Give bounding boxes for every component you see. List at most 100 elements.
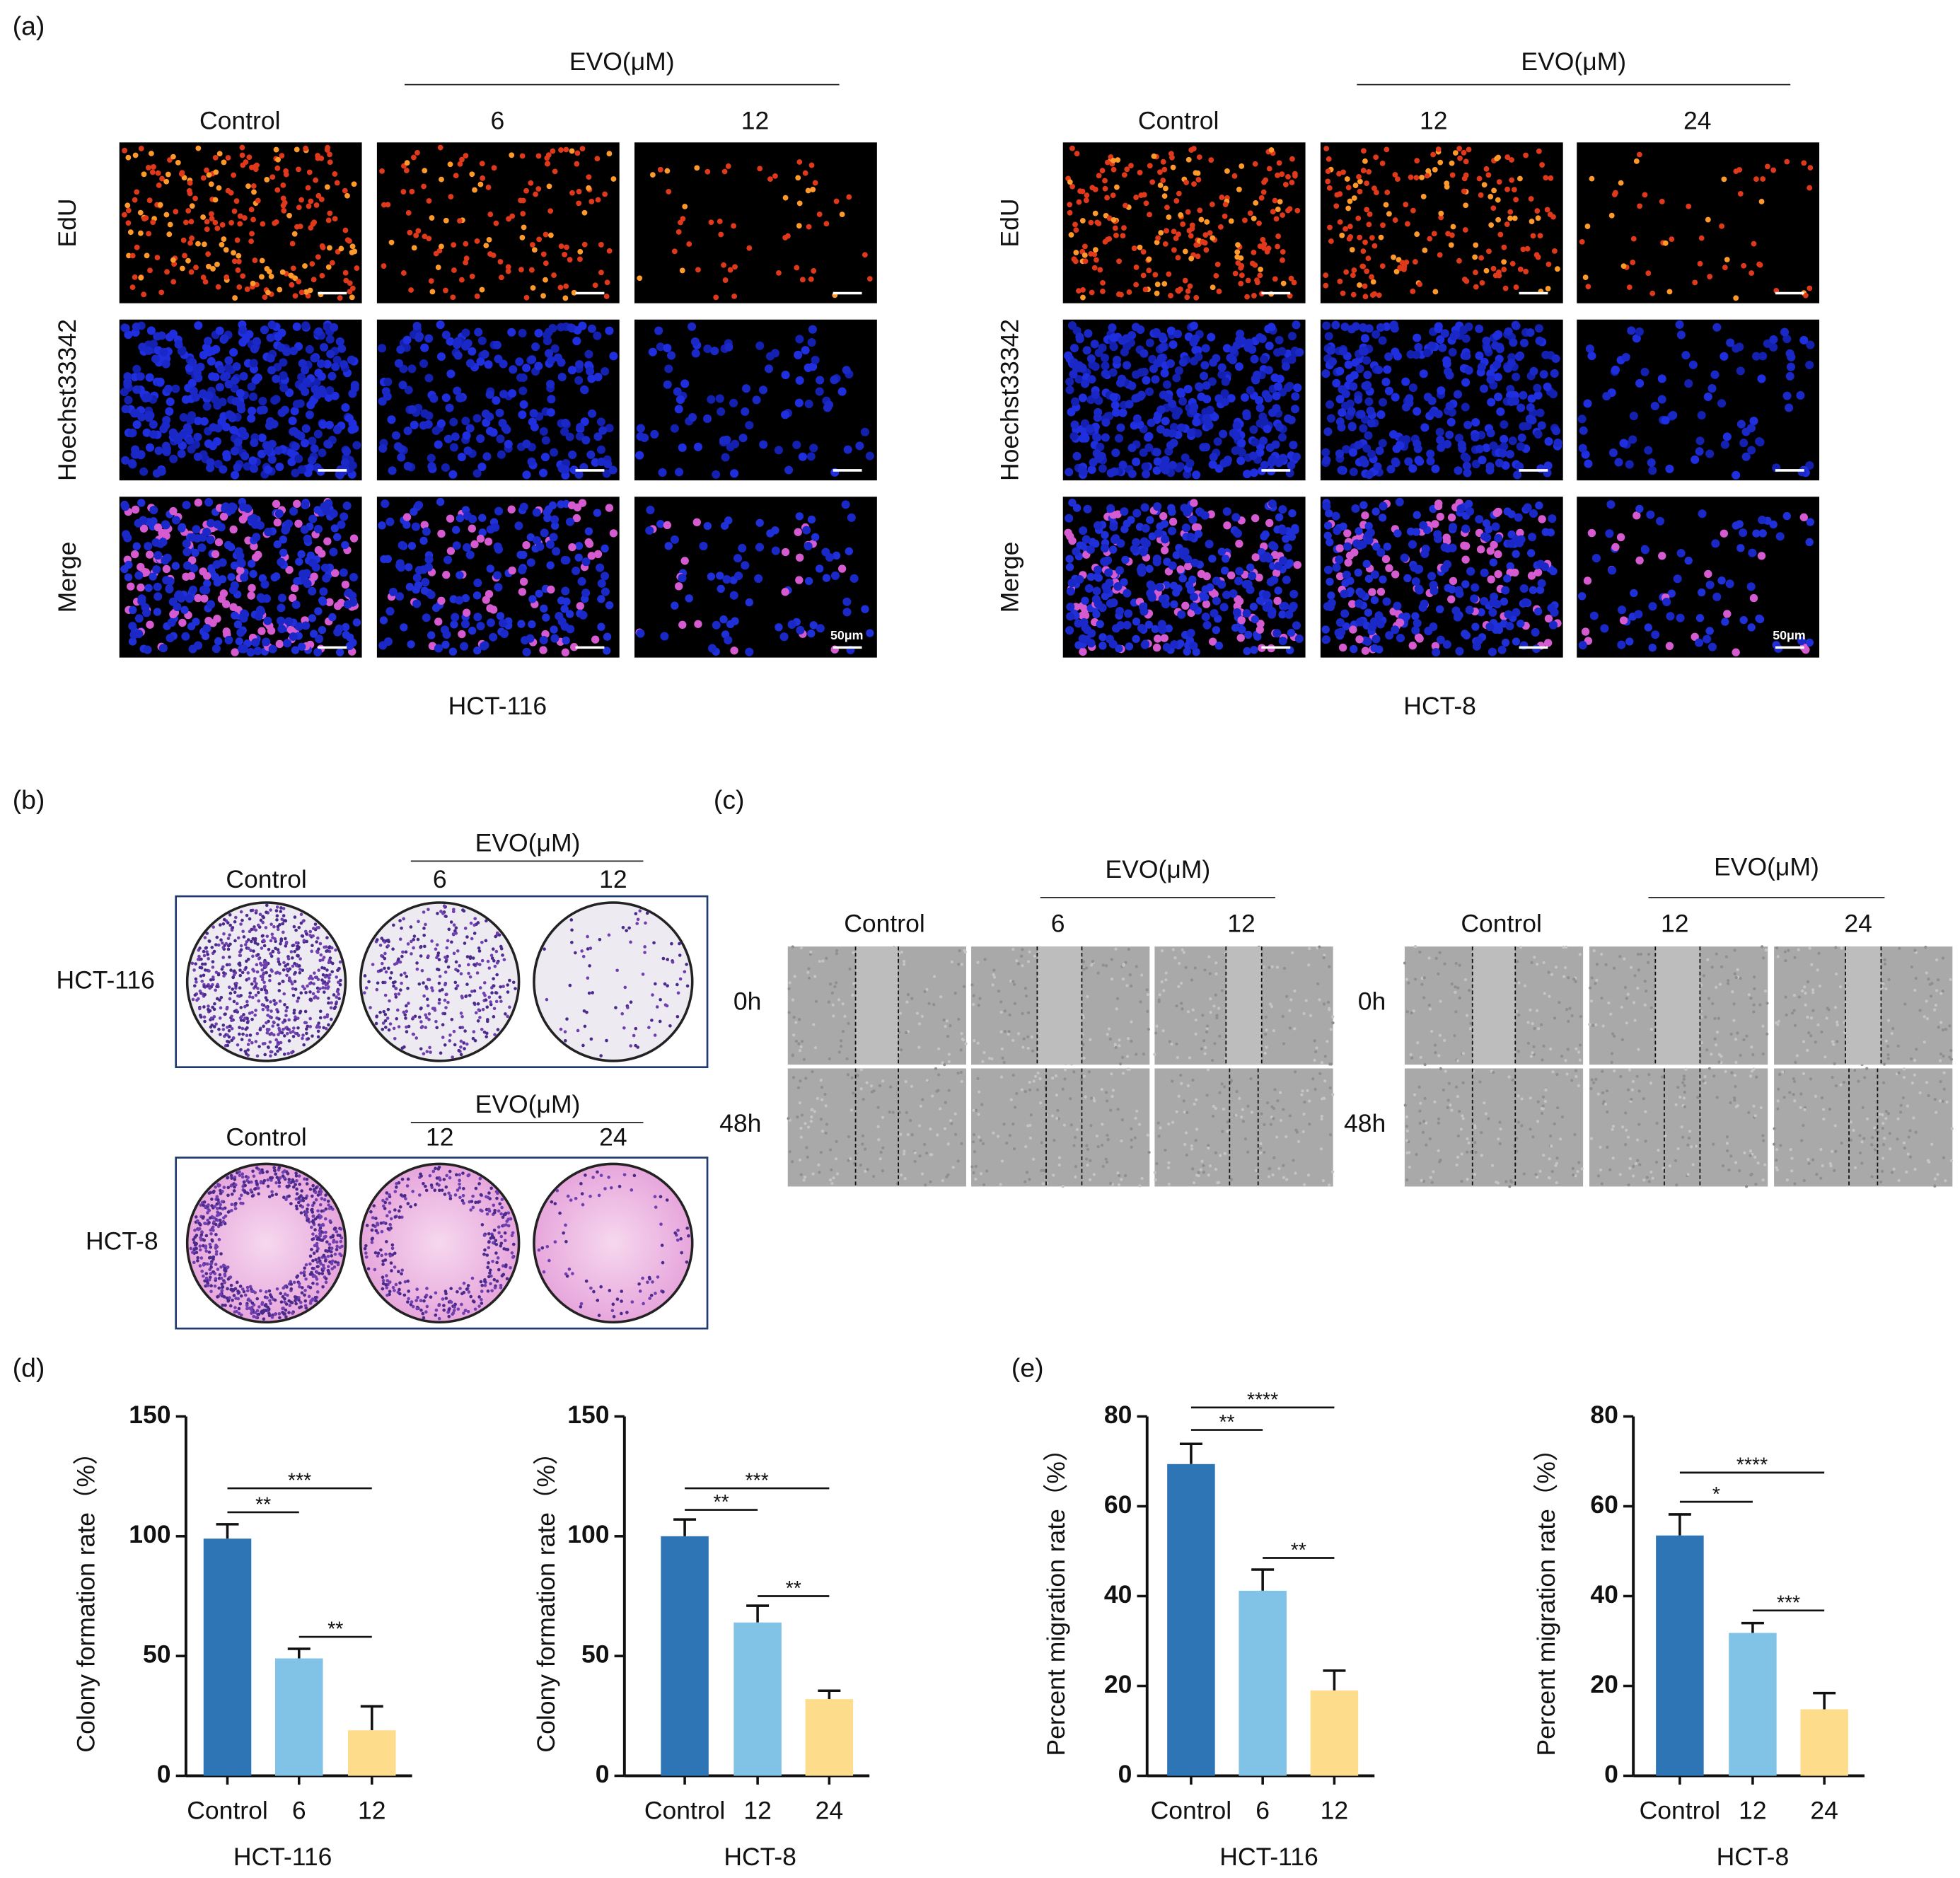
cell-dot xyxy=(132,542,141,550)
cell-dot xyxy=(1360,248,1367,255)
colony xyxy=(255,1054,260,1058)
cell-dot xyxy=(1473,269,1478,276)
colony xyxy=(275,914,279,918)
cell-dot xyxy=(1536,148,1542,154)
cell-dot xyxy=(811,355,820,365)
cell-dot xyxy=(166,633,175,643)
cell-dot xyxy=(156,539,165,548)
cell-dot xyxy=(224,635,233,644)
cell-dot xyxy=(440,625,450,634)
micrograph-bg xyxy=(1577,142,1820,303)
cell-dot xyxy=(1213,437,1222,446)
cell-dot xyxy=(1096,442,1105,451)
cell-dot xyxy=(291,584,299,593)
cell-dot xyxy=(1530,233,1536,239)
cell-dot xyxy=(313,647,323,657)
cell-dot xyxy=(1082,346,1091,355)
cell-dot xyxy=(1327,224,1333,231)
cell-dot xyxy=(469,273,475,279)
cell-dot xyxy=(420,409,429,418)
cell-dot xyxy=(499,390,509,399)
cell-dot xyxy=(129,605,137,615)
cell-dot xyxy=(1140,640,1149,649)
cell-dot xyxy=(579,385,589,394)
cell-dot xyxy=(1090,340,1099,349)
cell-dot xyxy=(1349,382,1358,391)
cell-dot xyxy=(274,187,281,193)
cell-dot xyxy=(586,366,595,376)
cell-dot xyxy=(173,602,182,612)
cell-dot xyxy=(1460,541,1468,550)
cell-dot xyxy=(1277,199,1283,205)
colony xyxy=(251,995,255,999)
colony xyxy=(268,1040,272,1044)
cell-dot xyxy=(273,540,282,549)
colony xyxy=(253,985,257,988)
colony xyxy=(250,1041,254,1045)
cell-dot xyxy=(663,380,672,389)
colony xyxy=(308,1016,312,1021)
cell-dot xyxy=(1496,407,1505,417)
cell-dot xyxy=(1091,595,1101,604)
cell-dot xyxy=(1359,501,1368,509)
cell-dot xyxy=(1216,289,1222,294)
cell-dot xyxy=(563,146,569,153)
cell-dot xyxy=(1160,519,1169,528)
cell-dot xyxy=(1287,332,1297,341)
cell-dot xyxy=(1801,160,1807,166)
cell-dot xyxy=(1721,176,1727,182)
cell-dot xyxy=(1395,497,1404,506)
cell-dot xyxy=(507,328,516,337)
cell-dot xyxy=(1123,361,1132,370)
cell-dot xyxy=(1747,446,1756,455)
cell-dot xyxy=(204,337,213,346)
cell-dot xyxy=(158,644,168,653)
cell-dot xyxy=(759,440,768,449)
cell-dot xyxy=(1749,417,1758,426)
cell-dot xyxy=(1619,616,1628,625)
cell-dot xyxy=(1411,577,1420,586)
cell-dot xyxy=(162,447,171,456)
colony xyxy=(284,919,287,922)
cell-dot xyxy=(1101,369,1110,378)
cell-dot xyxy=(1704,569,1712,579)
cell-dot xyxy=(1264,366,1273,375)
cell-dot xyxy=(1457,155,1463,161)
cell-dot xyxy=(1523,152,1529,158)
cell-dot xyxy=(796,200,803,207)
cell-dot xyxy=(1335,555,1344,564)
cell-dot xyxy=(1094,257,1099,263)
cell-dot xyxy=(801,346,810,355)
cell-dot xyxy=(178,524,186,533)
cell-dot xyxy=(421,183,427,190)
colony xyxy=(198,966,202,970)
cell-dot xyxy=(1325,178,1331,185)
cell-dot xyxy=(1363,637,1372,646)
cell-dot xyxy=(1212,354,1221,363)
cell-dot xyxy=(1477,362,1487,371)
cell-dot xyxy=(830,571,840,580)
colony xyxy=(200,962,204,966)
cell-dot xyxy=(1540,562,1550,572)
cell-dot xyxy=(1413,407,1422,416)
cell-dot xyxy=(1461,378,1471,387)
cell-dot xyxy=(1543,461,1553,470)
cell-dot xyxy=(397,453,406,462)
colony xyxy=(313,922,318,926)
cell-dot xyxy=(1149,364,1158,373)
row-label: Merge xyxy=(995,542,1024,613)
cell-dot xyxy=(528,417,537,427)
cell-dot xyxy=(795,512,804,521)
cell-dot xyxy=(1536,408,1545,417)
cell-dot xyxy=(1432,289,1439,295)
colony xyxy=(322,1026,325,1030)
colony xyxy=(325,968,329,972)
colony xyxy=(260,968,265,972)
cell-dot xyxy=(1217,224,1224,230)
cell-dot xyxy=(379,168,385,174)
cell-dot xyxy=(1292,320,1301,330)
cell-dot xyxy=(1089,289,1095,296)
cell-dot xyxy=(1517,535,1526,544)
cell-dot xyxy=(167,221,173,228)
colony xyxy=(209,1016,214,1020)
